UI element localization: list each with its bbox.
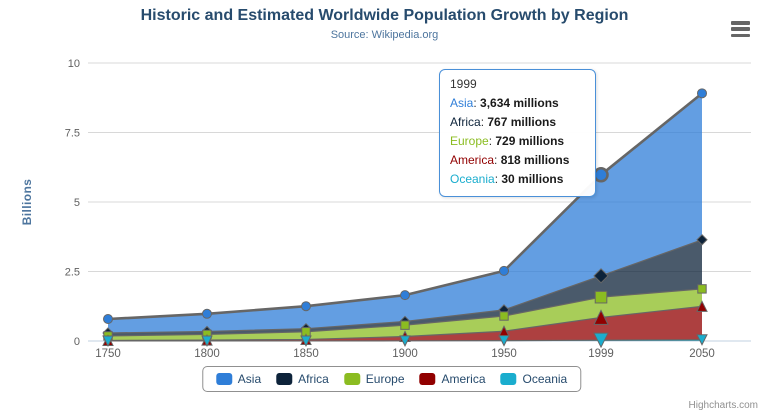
marker-oceania-1750[interactable]	[102, 335, 114, 348]
chart-title: Historic and Estimated Worldwide Populat…	[140, 7, 629, 24]
marker-africa-2050[interactable]	[696, 234, 708, 246]
x-axis-tick-label: 1900	[392, 348, 418, 360]
marker-asia-1750[interactable]	[103, 314, 113, 325]
marker-europe-1999[interactable]	[594, 290, 608, 304]
marker-oceania-1900[interactable]	[399, 335, 411, 347]
hamburger-menu-icon	[731, 33, 750, 37]
y-axis-tick-label: 10	[68, 58, 80, 70]
x-axis-tick-label: 1950	[491, 348, 517, 360]
tooltip-row: Europe: 729 millions	[450, 134, 565, 148]
legend-item-oceania[interactable]: Oceania	[500, 372, 568, 386]
tooltip-rows: Asia: 3,634 millions Africa: 767 millions…	[450, 94, 584, 189]
tooltip-series-label: Oceania	[450, 172, 495, 186]
tooltip-header: 1999	[450, 77, 477, 91]
marker-asia-1900[interactable]	[400, 290, 410, 301]
legend-label: Africa	[298, 372, 329, 386]
marker-asia-1800[interactable]	[202, 308, 212, 319]
marker-africa-1999[interactable]	[593, 268, 609, 284]
marker-europe-1900[interactable]	[400, 320, 410, 330]
tooltip-series-label: Asia	[450, 96, 474, 110]
tooltip-series-label: America	[450, 153, 495, 167]
marker-america-2050[interactable]	[696, 300, 708, 312]
tooltip-row: Oceania: 30 millions	[450, 172, 564, 186]
legend-label: Europe	[365, 372, 405, 386]
hamburger-menu-icon	[731, 21, 750, 25]
tooltip: 1999 Asia: 3,634 millions Africa: 767 mil…	[439, 69, 596, 197]
area-asia[interactable]	[108, 93, 702, 333]
marker-asia-1850[interactable]	[301, 301, 311, 312]
tooltip-row: Africa: 767 millions	[450, 115, 557, 129]
marker-asia-1999[interactable]	[593, 167, 609, 183]
legend-item-asia[interactable]: Asia	[215, 372, 262, 386]
x-axis-tick-label: 1850	[293, 348, 319, 360]
legend-item-europe[interactable]: Europe	[343, 372, 405, 386]
x-axis-tick-label: 1750	[95, 348, 121, 360]
legend-item-africa[interactable]: Africa	[276, 372, 329, 386]
tooltip-series-label: Europe	[450, 134, 489, 148]
tooltip-series-value: 767 millions	[487, 115, 557, 129]
marker-asia-1950[interactable]	[499, 265, 509, 276]
credits-link[interactable]: Highcharts.com	[688, 400, 758, 411]
x-axis-tick-label: 2050	[689, 348, 715, 360]
area-africa[interactable]	[108, 239, 702, 336]
legend-label: Asia	[237, 372, 262, 386]
tooltip-series-value: 3,634 millions	[480, 96, 559, 110]
tooltip-series-value: 30 millions	[501, 172, 564, 186]
export-menu-button[interactable]	[731, 21, 750, 37]
marker-asia-2050[interactable]	[697, 88, 707, 99]
legend-swatch-icon	[500, 373, 517, 385]
y-axis-tick-label: 7.5	[65, 128, 80, 140]
y-axis-tick-label: 5	[74, 197, 80, 209]
legend-label: America	[441, 372, 486, 386]
marker-america-1999[interactable]	[593, 309, 609, 325]
tooltip-row: America: 818 millions	[450, 153, 570, 167]
marker-oceania-1999[interactable]	[593, 332, 609, 349]
legend-swatch-icon	[215, 373, 232, 385]
legend-swatch-icon	[343, 373, 360, 385]
marker-europe-2050[interactable]	[697, 284, 707, 294]
x-axis-tick-label: 1999	[588, 348, 614, 360]
chart-subtitle: Source: Wikipedia.org	[330, 29, 439, 41]
tooltip-series-value: 818 millions	[500, 153, 570, 167]
legend-swatch-icon	[419, 373, 436, 385]
y-axis-tick-label: 2.5	[65, 267, 80, 279]
area-america[interactable]	[108, 306, 702, 341]
marker-oceania-2050[interactable]	[696, 334, 708, 346]
legend-item-america[interactable]: America	[419, 372, 486, 386]
marker-oceania-1850[interactable]	[300, 335, 312, 348]
tooltip-series-label: Africa	[450, 115, 481, 129]
x-axis-tick-label: 1800	[194, 348, 220, 360]
legend-swatch-icon	[276, 373, 293, 385]
y-axis-title: Billions	[20, 178, 34, 226]
marker-europe-1950[interactable]	[499, 311, 509, 321]
hamburger-menu-icon	[731, 27, 750, 31]
marker-oceania-1950[interactable]	[498, 335, 510, 347]
tooltip-row: Asia: 3,634 millions	[450, 96, 559, 110]
tooltip-series-value: 729 millions	[495, 134, 565, 148]
legend-label: Oceania	[522, 372, 568, 386]
y-axis-tick-label: 0	[74, 336, 80, 348]
legend-box: Asia Africa Europe America Oceania	[201, 366, 582, 392]
marker-oceania-1800[interactable]	[201, 335, 213, 348]
